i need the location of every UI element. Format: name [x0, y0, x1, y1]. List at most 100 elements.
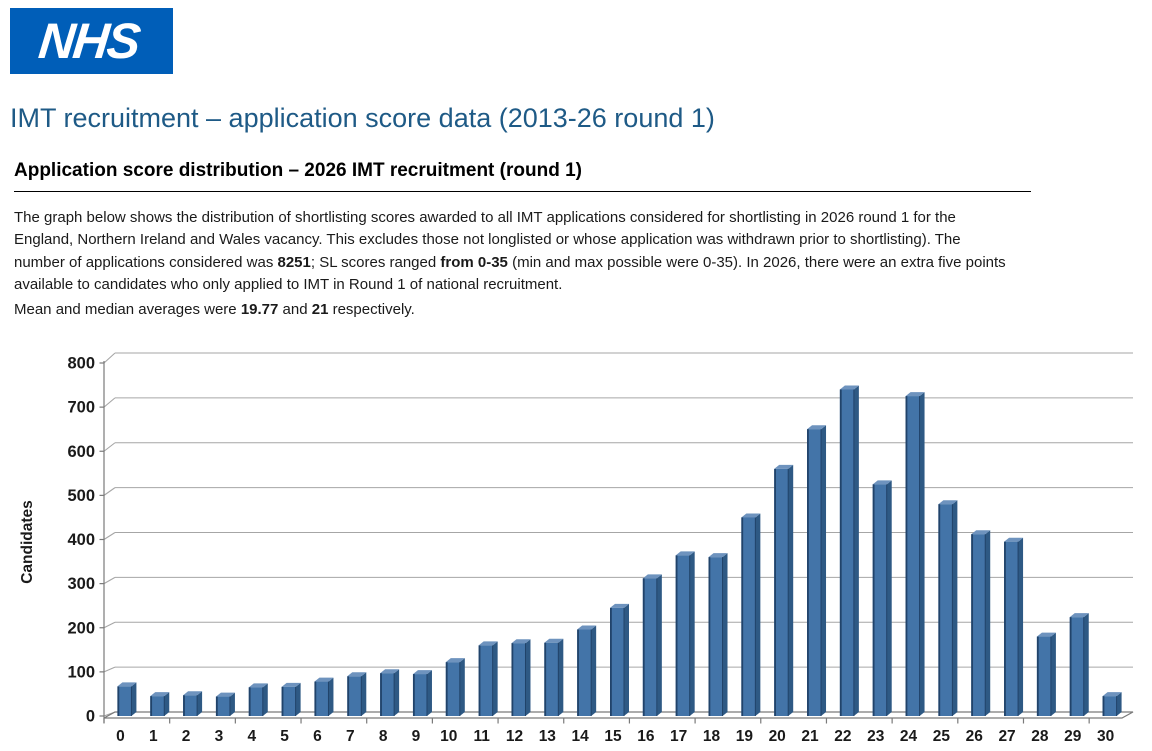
- x-axis-label: 11: [473, 728, 490, 745]
- y-axis-label: 700: [67, 399, 95, 417]
- x-axis-label: 28: [1031, 728, 1049, 745]
- y-axis-label: 300: [67, 575, 95, 593]
- x-axis-label: 5: [280, 728, 289, 745]
- bar-score-6: [314, 677, 334, 716]
- body-text: respectively.: [328, 301, 415, 318]
- body-text: ; SL scores ranged: [310, 253, 441, 271]
- bar-score-18: [708, 553, 728, 716]
- y-axis-label: 500: [67, 487, 95, 505]
- y-axis-label: 100: [67, 663, 95, 681]
- bar-score-27: [1004, 537, 1024, 716]
- y-axis-label: 400: [67, 531, 95, 549]
- bar-score-12: [511, 639, 531, 716]
- x-axis-label: 16: [637, 728, 655, 745]
- bar-score-25: [938, 500, 958, 716]
- x-axis-label: 0: [116, 728, 125, 745]
- bar-score-30: [1102, 692, 1122, 716]
- bar-score-24: [905, 392, 925, 716]
- grid-connector: [103, 576, 116, 585]
- grid-connector: [103, 397, 116, 408]
- paragraph-line: number of applications considered was 82…: [14, 252, 1144, 274]
- x-axis-label: 17: [670, 728, 687, 745]
- x-axis-label: 26: [966, 728, 984, 745]
- grid-connector: [103, 442, 116, 452]
- bar-score-4: [248, 683, 268, 716]
- bar-score-10: [445, 658, 465, 716]
- body-text: The graph below shows the distribution o…: [14, 209, 956, 226]
- body-text: England, Northern Ireland and Wales vaca…: [14, 231, 961, 249]
- bar-score-7: [347, 672, 367, 716]
- score-distribution-chart: 0 100 200 300 400 500 600 700 800 0 1 2 3 4 5 6 7 8 9 10 11 1…: [0, 350, 1152, 751]
- bold-text: from 0-35: [440, 253, 508, 271]
- grid-connector: [103, 532, 116, 540]
- bar-score-29: [1069, 613, 1089, 716]
- bar-score-16: [642, 574, 662, 716]
- bold-text: 21: [311, 301, 329, 318]
- bar-score-23: [872, 480, 892, 716]
- bold-text: 19.77: [240, 301, 279, 318]
- x-axis-label: 25: [933, 728, 951, 745]
- bar-score-5: [281, 682, 301, 716]
- grid-connector: [103, 666, 116, 673]
- paragraph-line: The graph below shows the distribution o…: [14, 207, 1144, 229]
- x-axis-label: 2: [182, 728, 191, 745]
- body-text: and: [278, 301, 312, 318]
- bold-text: 8251: [277, 253, 311, 271]
- paragraph-line: Mean and median averages were 19.77 and …: [14, 299, 1144, 321]
- y-axis-label: 0: [86, 708, 95, 726]
- x-axis-label: 8: [379, 728, 388, 745]
- grid-connector: [103, 352, 116, 364]
- x-axis-label: 20: [769, 728, 786, 745]
- x-axis-label: 1: [149, 728, 158, 745]
- section-heading: Application score distribution – 2026 IM…: [14, 160, 1031, 192]
- y-axis-label: 200: [67, 619, 95, 637]
- bar-score-21: [807, 425, 827, 716]
- body-text: number of applications considered was: [14, 253, 278, 271]
- x-axis-label: 6: [313, 728, 322, 745]
- bar-score-26: [971, 530, 991, 716]
- bar-score-1: [150, 692, 170, 716]
- body-text: Mean and median averages were: [14, 301, 241, 318]
- bar-score-17: [675, 551, 695, 716]
- y-axis-label: 800: [67, 355, 95, 373]
- x-axis-label: 13: [539, 728, 557, 745]
- x-axis-label: 27: [998, 728, 1015, 745]
- bar-score-8: [380, 669, 400, 716]
- paragraph-line: available to candidates who only applied…: [14, 274, 1144, 296]
- bar-score-11: [478, 641, 498, 716]
- intro-paragraph: The graph below shows the distribution o…: [14, 207, 1144, 296]
- bar-score-19: [741, 513, 761, 716]
- bar-score-2: [183, 691, 203, 716]
- x-axis-label: 23: [867, 728, 885, 745]
- x-axis-label: 21: [801, 728, 819, 745]
- x-axis-label: 9: [412, 728, 421, 745]
- x-axis-label: 15: [604, 728, 622, 745]
- bar-score-22: [839, 385, 859, 716]
- bar-score-13: [544, 638, 564, 716]
- x-axis-label: 22: [834, 728, 851, 745]
- x-axis-label: 3: [215, 728, 224, 745]
- x-axis-label: 18: [703, 728, 721, 745]
- x-axis-label: 7: [346, 728, 355, 745]
- x-axis-label: 4: [247, 728, 256, 745]
- paragraph-line: England, Northern Ireland and Wales vaca…: [14, 229, 1144, 251]
- bar-score-0: [117, 682, 137, 716]
- x-axis-label: 12: [506, 728, 523, 745]
- x-axis-label: 19: [736, 728, 754, 745]
- x-axis-label: 30: [1097, 728, 1114, 745]
- body-text: (min and max possible were 0-35). In 202…: [507, 253, 1006, 271]
- bar-score-3: [215, 692, 235, 716]
- body-text: available to candidates who only applied…: [14, 275, 563, 293]
- bar-score-9: [412, 670, 432, 716]
- bar-score-20: [774, 464, 794, 716]
- y-axis-title: Candidates: [19, 500, 36, 584]
- grid-connector: [103, 621, 116, 629]
- page-title: IMT recruitment – application score data…: [10, 103, 715, 133]
- bar-score-28: [1036, 632, 1056, 716]
- grid-connector: [103, 487, 116, 496]
- bar-score-14: [577, 625, 597, 716]
- mean-median-line: Mean and median averages were 19.77 and …: [14, 299, 1144, 321]
- y-axis-label: 600: [67, 443, 95, 461]
